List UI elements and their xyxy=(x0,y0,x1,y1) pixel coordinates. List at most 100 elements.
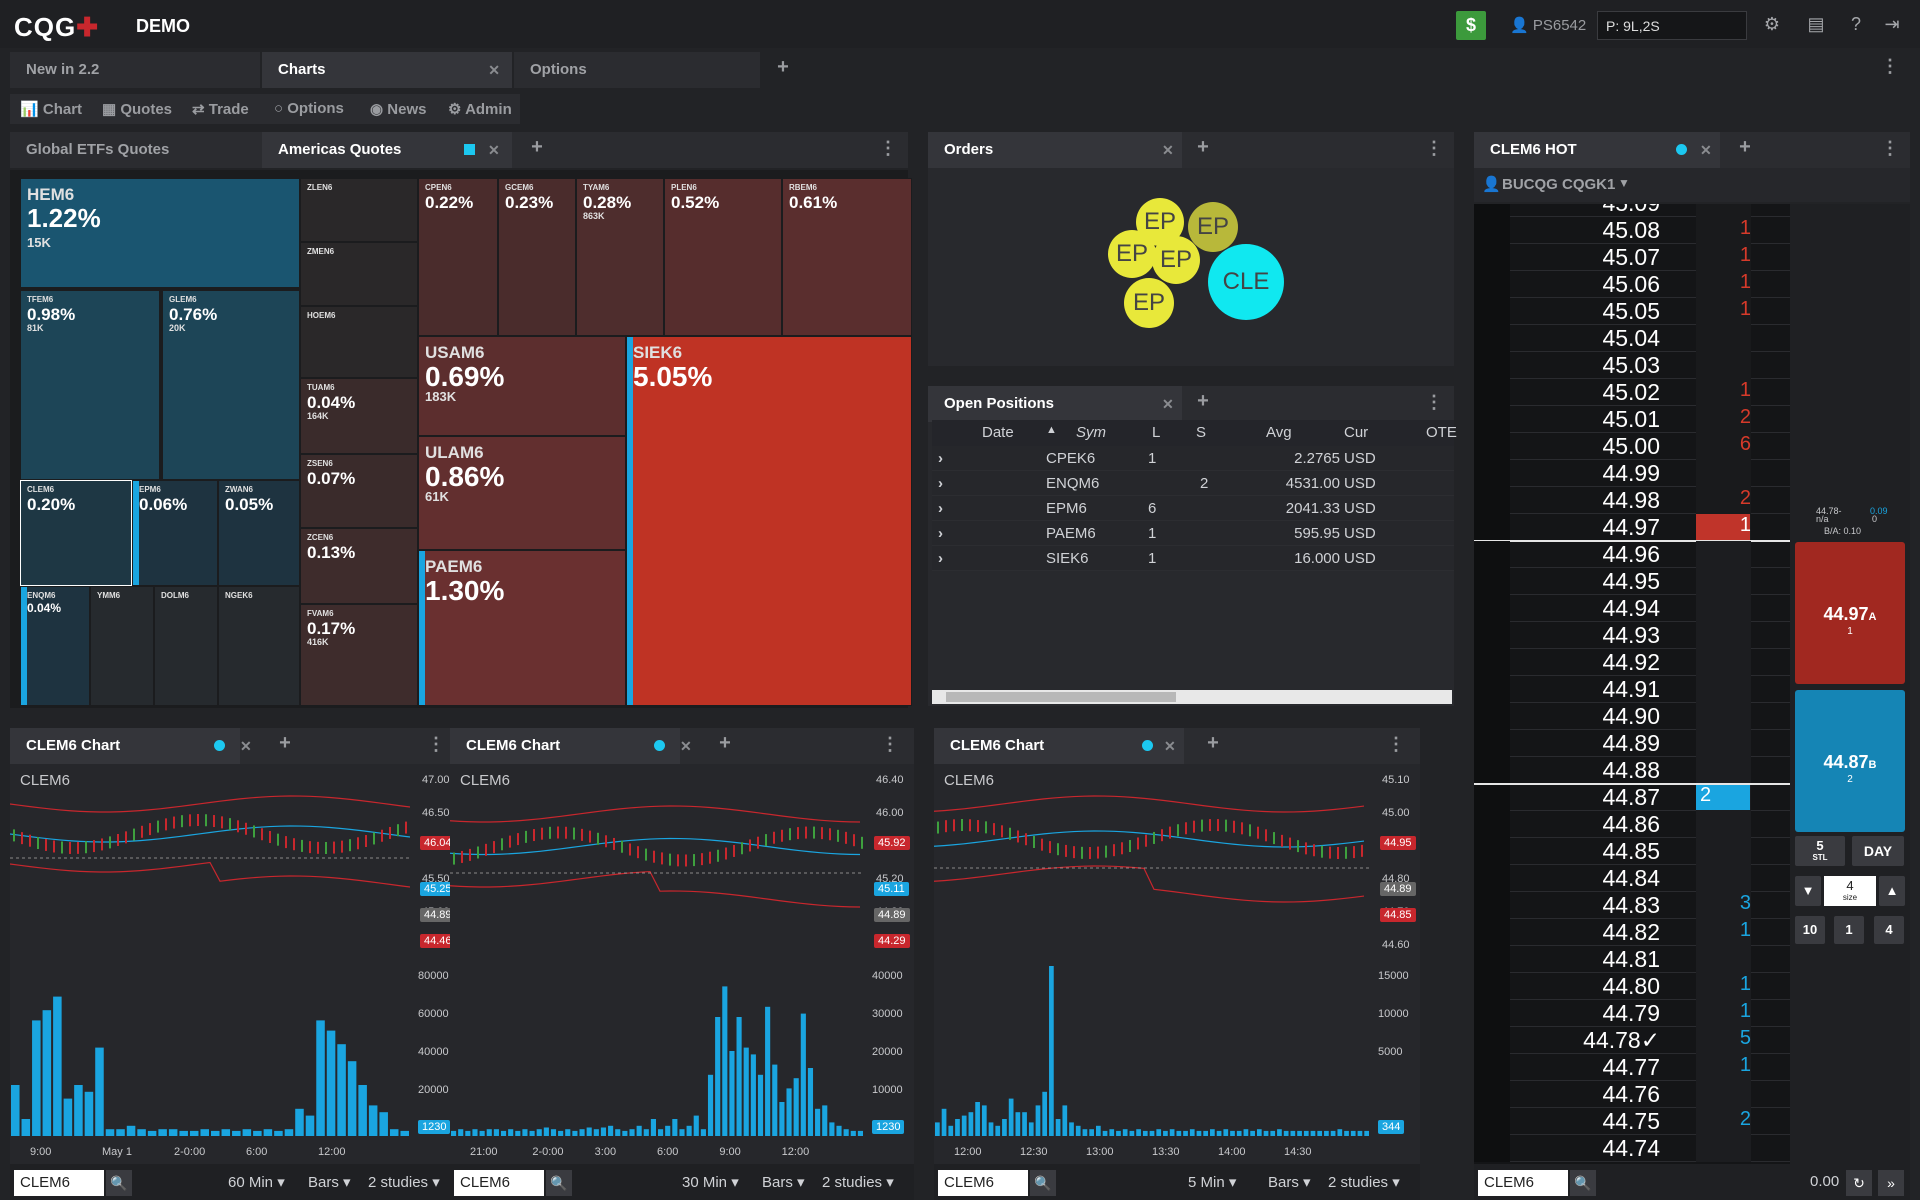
dom-price-row[interactable]: 45.03 xyxy=(1474,352,1790,379)
dom-price-row[interactable]: 44.76 xyxy=(1474,1081,1790,1108)
link-color-indicator[interactable] xyxy=(1676,144,1687,155)
search-icon[interactable]: 🔍 xyxy=(1570,1170,1596,1196)
expand-chevron-icon[interactable]: › xyxy=(938,475,943,492)
quote-tile[interactable]: RBEM6 0.61% xyxy=(782,178,912,336)
symbol-input[interactable]: CLEM6 xyxy=(938,1170,1028,1196)
symbol-input[interactable]: CLEM6 xyxy=(14,1170,104,1196)
dom-price-row[interactable]: 45.00 6 xyxy=(1474,433,1790,460)
order-bubble[interactable]: EP xyxy=(1188,202,1238,252)
account-selector[interactable]: 👤 BUCQG CQGK1 ▼ xyxy=(1474,168,1910,202)
menu-admin[interactable]: ⚙ Admin xyxy=(448,101,512,118)
search-icon[interactable]: 🔍 xyxy=(1030,1170,1056,1196)
add-tab-plus-icon[interactable]: + xyxy=(1197,136,1209,158)
link-color-indicator[interactable] xyxy=(654,740,665,751)
close-icon[interactable]: ✕ xyxy=(488,142,500,158)
menu-kebab-icon[interactable]: ⋮ xyxy=(1425,392,1443,412)
chart-type-dropdown[interactable]: Bars ▾ xyxy=(1268,1174,1311,1191)
chart-type-dropdown[interactable]: Bars ▾ xyxy=(762,1174,805,1191)
dom-price-row[interactable]: 44.90 xyxy=(1474,703,1790,730)
help-icon[interactable]: ? xyxy=(1850,14,1861,34)
menu-chart[interactable]: 📊 Chart xyxy=(20,101,83,118)
expand-chevron-icon[interactable]: › xyxy=(938,550,943,567)
dom-price-row[interactable]: 45.06 1 xyxy=(1474,271,1790,298)
dollar-button[interactable]: $ xyxy=(1456,11,1486,40)
close-icon[interactable]: ✕ xyxy=(488,62,500,78)
stl-button[interactable]: 5 STL xyxy=(1795,836,1845,866)
chart-type-dropdown[interactable]: Bars ▾ xyxy=(308,1174,351,1191)
close-icon[interactable]: ✕ xyxy=(1158,386,1182,422)
dom-price-row[interactable]: 44.96 xyxy=(1474,541,1790,568)
menu-news[interactable]: ◉ News xyxy=(370,101,427,118)
dom-price-row[interactable]: 44.93 xyxy=(1474,622,1790,649)
dom-price-row[interactable]: 44.84 xyxy=(1474,865,1790,892)
quote-tile[interactable]: SIEK6 5.05% xyxy=(626,336,912,706)
dom-price-row[interactable]: 44.83 3 xyxy=(1474,892,1790,919)
quantity-preset-4[interactable]: 4 xyxy=(1874,916,1904,944)
order-bubble[interactable]: EP xyxy=(1152,236,1200,284)
dom-price-row[interactable]: 44.88 xyxy=(1474,757,1790,784)
search-icon[interactable]: 🔍 xyxy=(106,1170,132,1196)
menu-kebab-icon[interactable]: ⋮ xyxy=(881,734,899,754)
tab-options[interactable]: Options xyxy=(514,52,760,88)
close-icon[interactable]: ✕ xyxy=(1696,132,1720,168)
order-bubble[interactable]: EP xyxy=(1108,230,1156,278)
dom-ladder[interactable]: 45.0945.08145.07145.06145.05145.0445.034… xyxy=(1474,204,1790,1164)
double-chevron-right-icon[interactable]: » xyxy=(1878,1170,1904,1196)
table-row[interactable]: › ENQM6 2 4531.00 USD xyxy=(932,471,1454,496)
dom-price-row[interactable]: 44.98 2 xyxy=(1474,487,1790,514)
menu-kebab-icon[interactable]: ⋮ xyxy=(1881,56,1899,76)
table-row[interactable]: › CPEK6 1 2.2765 USD xyxy=(932,446,1454,471)
dom-price-row[interactable]: 45.09 xyxy=(1474,204,1790,217)
tab-new-in-2-2[interactable]: New in 2.2 xyxy=(10,52,260,88)
col-s[interactable]: S xyxy=(1196,424,1207,441)
day-button[interactable]: DAY xyxy=(1852,836,1904,866)
studies-dropdown[interactable]: 2 studies ▾ xyxy=(822,1174,894,1191)
quote-tile[interactable]: TFEM6 0.98% 81K xyxy=(20,290,160,480)
tab-chart[interactable]: CLEM6 Chart xyxy=(10,728,240,764)
link-color-indicator[interactable] xyxy=(464,144,475,155)
dom-price-row[interactable]: 44.81 xyxy=(1474,946,1790,973)
quote-tile[interactable]: FVAM6 0.17% 416K xyxy=(300,604,418,706)
add-tab-plus-icon[interactable]: + xyxy=(777,56,789,78)
menu-options[interactable]: ○ Options xyxy=(274,100,344,117)
dom-price-row[interactable]: 44.87 2 xyxy=(1474,783,1790,811)
dom-price-row[interactable]: 44.86 xyxy=(1474,811,1790,838)
expand-chevron-icon[interactable]: › xyxy=(938,525,943,542)
add-tab-plus-icon[interactable]: + xyxy=(719,732,731,754)
table-row[interactable]: › SIEK6 1 16.000 USD xyxy=(932,546,1454,571)
refresh-icon[interactable]: ↻ xyxy=(1846,1170,1872,1196)
decrease-size-icon[interactable]: ▼ xyxy=(1795,876,1821,906)
menu-kebab-icon[interactable]: ⋮ xyxy=(1881,138,1899,158)
order-bubble[interactable]: CLE xyxy=(1208,244,1284,320)
quote-tile[interactable]: TUAM6 0.04% 164K xyxy=(300,378,418,454)
dom-price-row[interactable]: 44.91 xyxy=(1474,676,1790,703)
dom-price-row[interactable]: 44.80 1 xyxy=(1474,973,1790,1000)
quote-tile[interactable]: HEM6 1.22% 15K xyxy=(20,178,300,288)
quote-tile[interactable]: PAEM6 1.30% xyxy=(418,550,626,706)
search-icon[interactable]: 🔍 xyxy=(546,1170,572,1196)
quote-tile[interactable]: ZSEN6 0.07% xyxy=(300,454,418,528)
col-cur[interactable]: Cur xyxy=(1344,424,1369,441)
dom-price-row[interactable]: 44.89 xyxy=(1474,730,1790,757)
scrollbar-thumb[interactable] xyxy=(946,692,1176,702)
quote-tile[interactable]: YMM6 xyxy=(90,586,154,706)
dom-price-row[interactable]: 44.78✓ 5 xyxy=(1474,1027,1790,1054)
studies-dropdown[interactable]: 2 studies ▾ xyxy=(368,1174,440,1191)
close-icon[interactable]: ✕ xyxy=(680,738,692,754)
dom-price-row[interactable]: 44.82 1 xyxy=(1474,919,1790,946)
dom-price-row[interactable]: 45.01 2 xyxy=(1474,406,1790,433)
dom-price-row[interactable]: 45.05 1 xyxy=(1474,298,1790,325)
add-tab-plus-icon[interactable]: + xyxy=(531,136,543,158)
col-sym[interactable]: Sym xyxy=(1076,424,1106,441)
close-icon[interactable]: ✕ xyxy=(1164,738,1176,754)
dom-price-row[interactable]: 44.99 xyxy=(1474,460,1790,487)
chart-canvas[interactable] xyxy=(450,764,914,1164)
close-icon[interactable]: ✕ xyxy=(1158,132,1182,168)
col-avg[interactable]: Avg xyxy=(1266,424,1292,441)
dom-price-row[interactable]: 44.95 xyxy=(1474,568,1790,595)
horizontal-scrollbar[interactable] xyxy=(932,690,1452,704)
studies-dropdown[interactable]: 2 studies ▾ xyxy=(1328,1174,1400,1191)
menu-quotes[interactable]: ▦ Quotes xyxy=(102,101,173,118)
logout-icon[interactable]: ⇥ xyxy=(1884,14,1900,34)
tab-open-positions[interactable]: Open Positions xyxy=(928,386,1158,422)
